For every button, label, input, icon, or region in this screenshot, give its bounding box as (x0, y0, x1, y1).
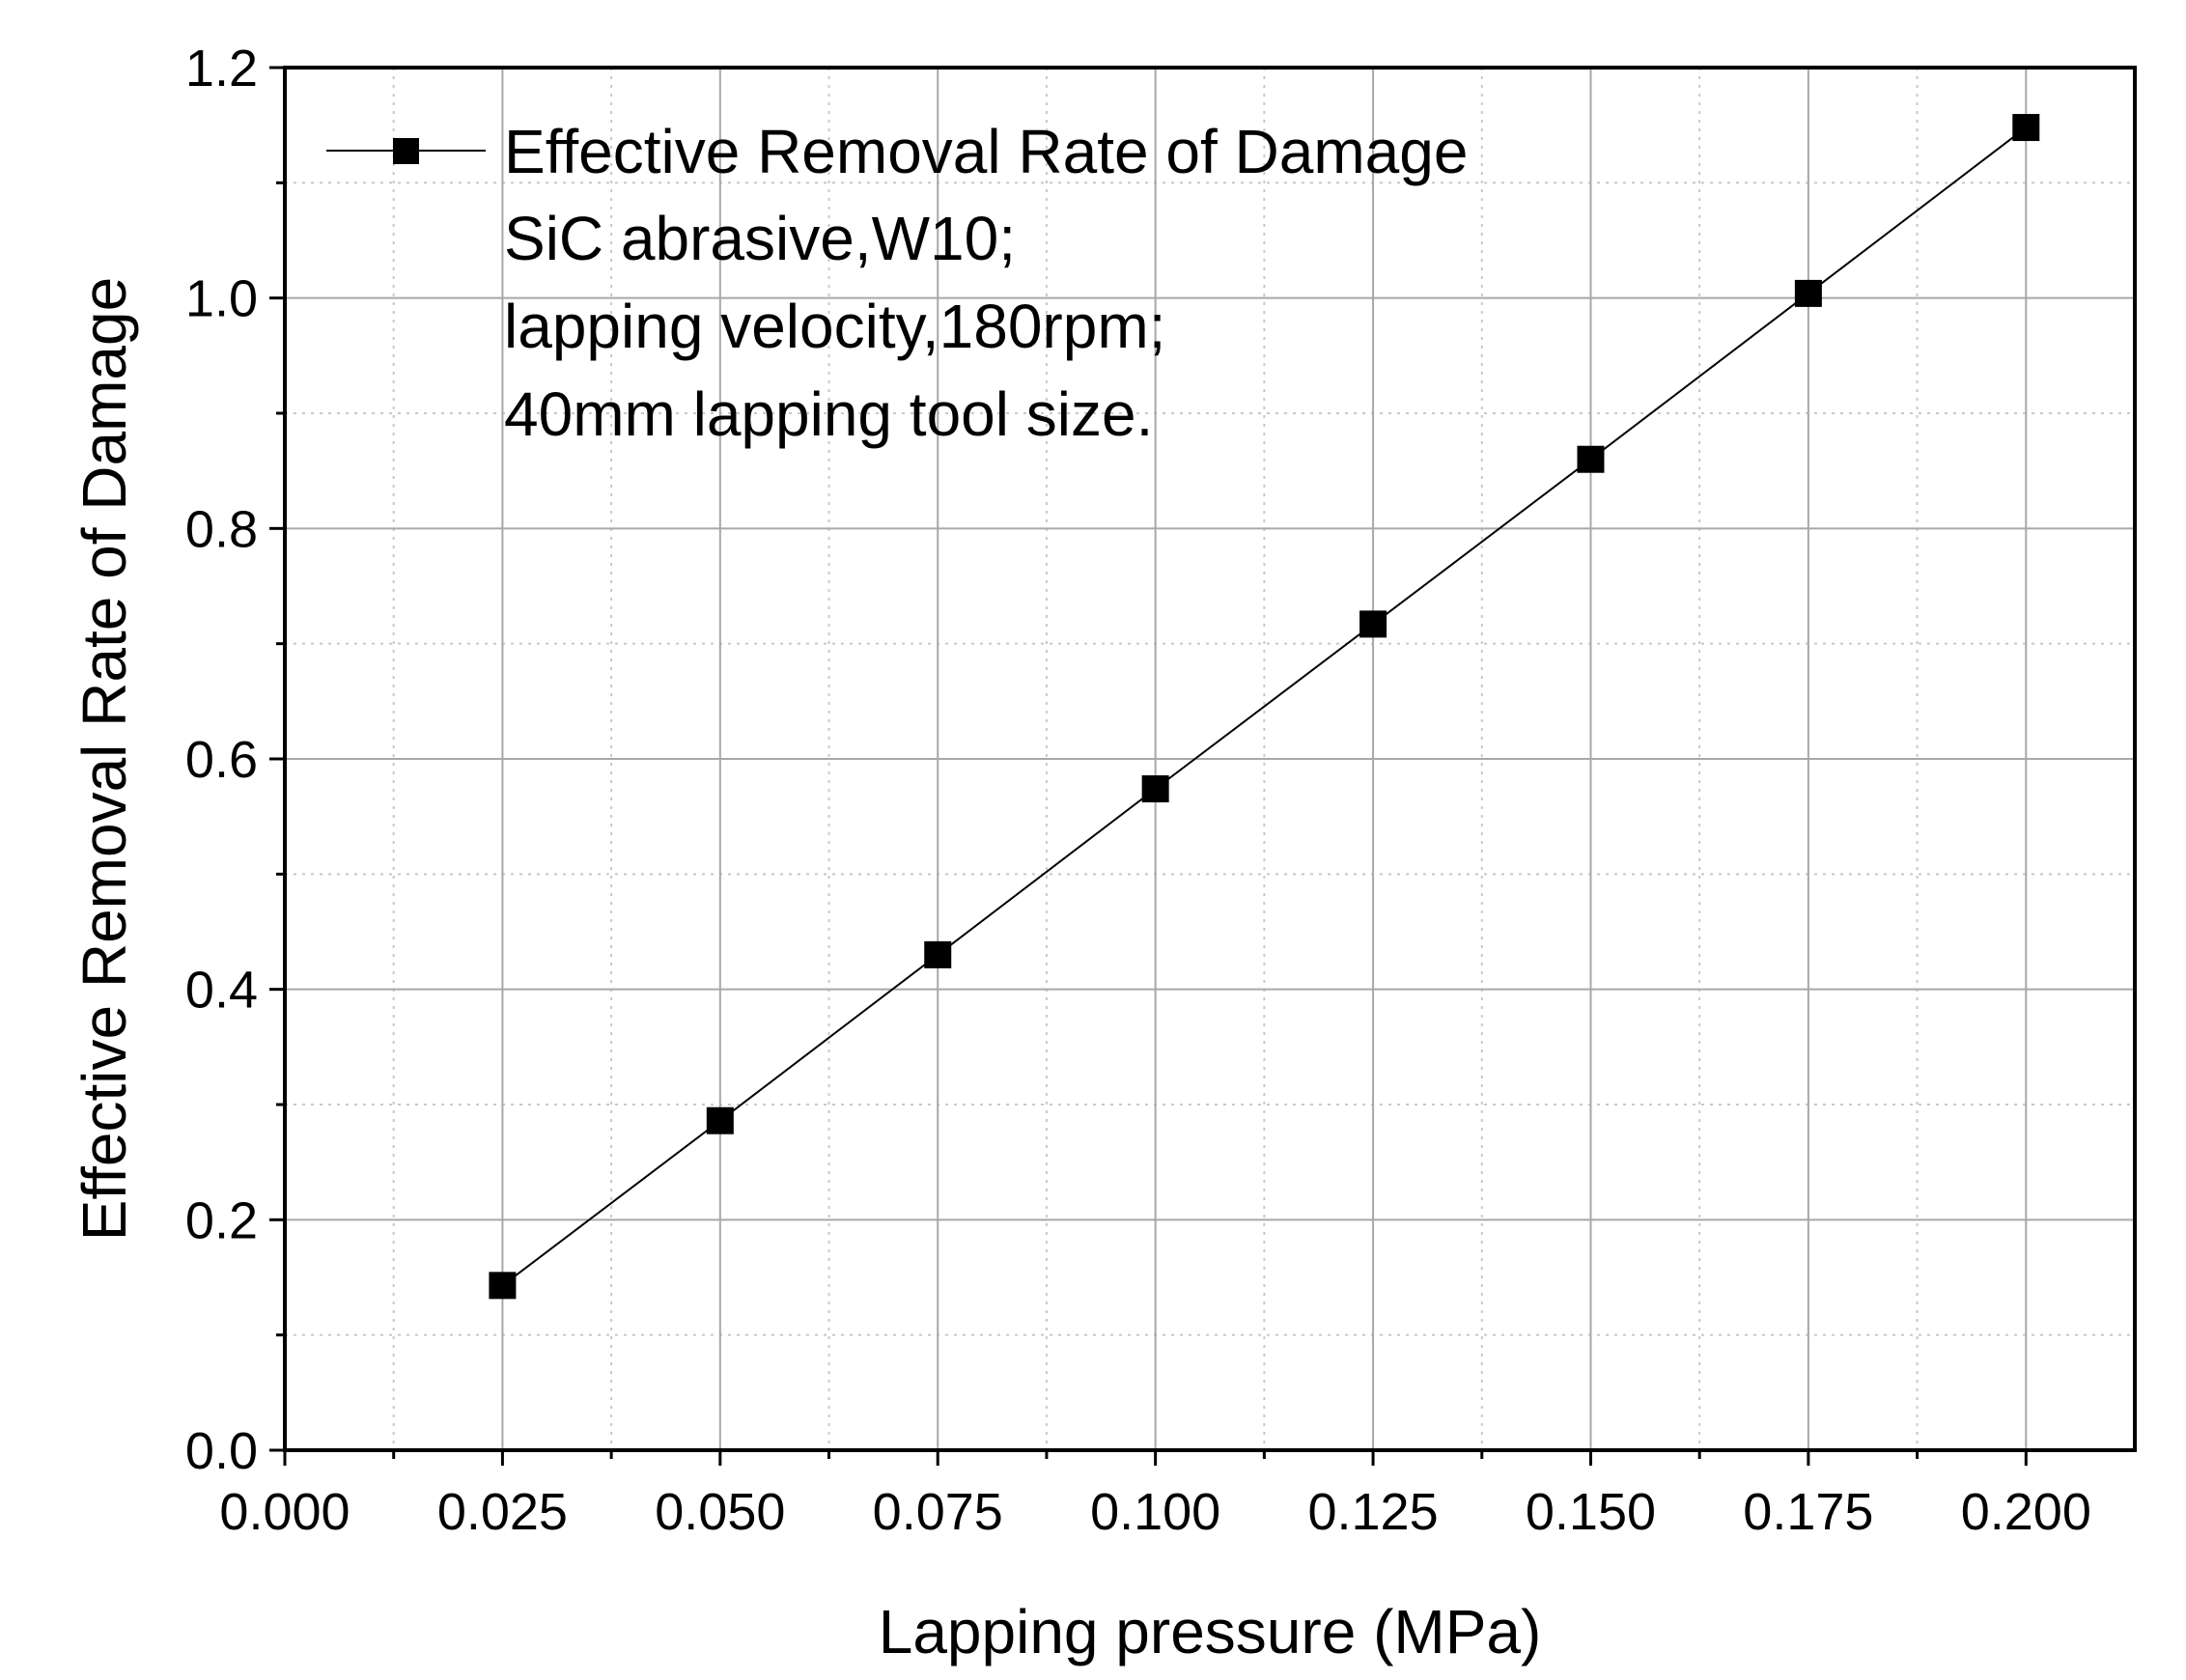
legend-marker-swatch (393, 138, 419, 164)
y-tick-label: 0.8 (185, 500, 258, 558)
y-tick-label: 1.0 (185, 270, 258, 328)
x-tick-label: 0.000 (219, 1483, 350, 1541)
y-tick-label: 1.2 (185, 40, 258, 98)
legend-note-tool-size: 40mm lapping tool size. (504, 379, 1153, 449)
x-tick-label: 0.075 (873, 1483, 1003, 1541)
x-tick-label: 0.175 (1743, 1483, 1873, 1541)
series-layer (489, 114, 2040, 1300)
y-tick-label: 0.4 (185, 962, 258, 1020)
x-tick-label: 0.100 (1090, 1483, 1220, 1541)
data-point-marker (1794, 279, 1822, 307)
data-point-marker (2012, 114, 2040, 142)
data-point-marker (706, 1106, 734, 1134)
legend-note-velocity: lapping velocity,180rpm; (504, 292, 1165, 361)
x-tick-label: 0.150 (1526, 1483, 1656, 1541)
x-tick-label: 0.025 (437, 1483, 568, 1541)
x-tick-label: 0.200 (1961, 1483, 2091, 1541)
data-point-marker (1141, 775, 1169, 803)
x-axis-title: Lapping pressure (MPa) (879, 1597, 1542, 1666)
legend-series-label: Effective Removal Rate of Damage (504, 117, 1468, 186)
data-point-marker (489, 1272, 517, 1300)
y-tick-label: 0.2 (185, 1191, 258, 1249)
series-line (501, 126, 2027, 1287)
y-tick-label: 0.0 (185, 1422, 258, 1480)
y-axis-title: Effective Removal Rate of Damage (70, 277, 139, 1241)
data-point-marker (1577, 445, 1605, 473)
x-tick-label: 0.050 (655, 1483, 785, 1541)
grid (285, 68, 2135, 1450)
axes: 0.000 0.025 0.050 0.075 0.100 0.125 0.150 0.175… (185, 40, 2091, 1541)
data-point-marker (1359, 610, 1387, 638)
y-tick-label: 0.6 (185, 731, 258, 789)
legend: Effective Removal Rate of Damage SiC abr… (326, 117, 1468, 449)
legend-note-abrasive: SiC abrasive,W10; (504, 204, 1016, 273)
x-tick-label: 0.125 (1307, 1483, 1438, 1541)
data-point-marker (924, 940, 952, 968)
